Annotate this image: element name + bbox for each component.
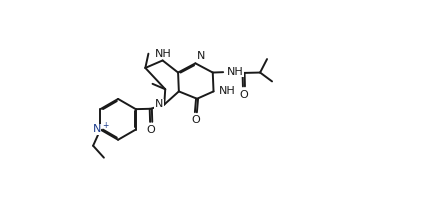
Text: O: O xyxy=(147,125,156,135)
Text: O: O xyxy=(240,90,248,100)
Text: NH: NH xyxy=(155,49,172,58)
Text: NH: NH xyxy=(219,86,236,96)
Text: N: N xyxy=(197,51,206,61)
Text: N: N xyxy=(92,124,101,134)
Text: O: O xyxy=(192,115,200,126)
Text: N: N xyxy=(155,99,163,109)
Text: +: + xyxy=(102,121,109,130)
Text: NH: NH xyxy=(227,67,244,77)
